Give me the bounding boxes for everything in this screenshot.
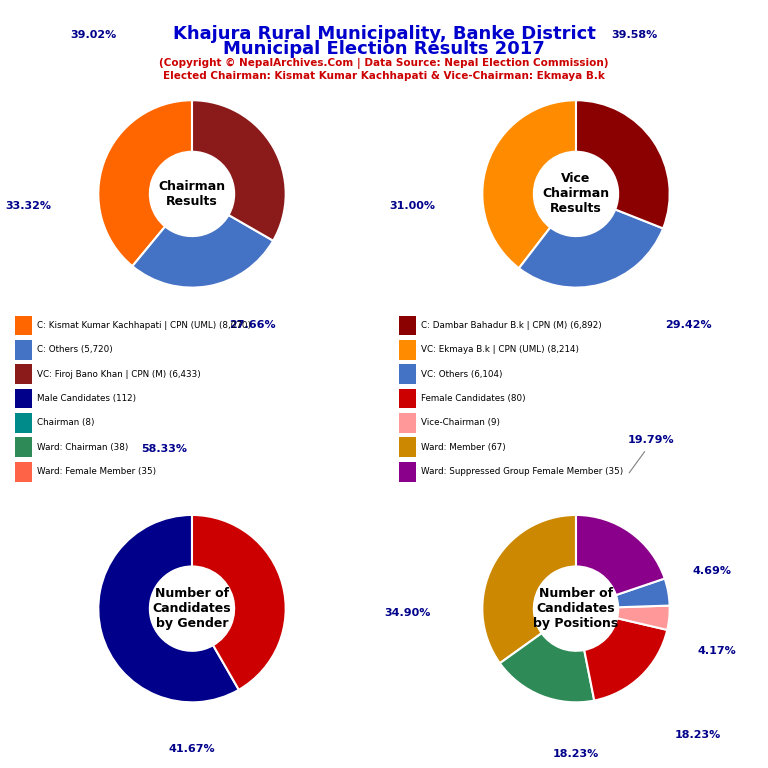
Wedge shape bbox=[98, 101, 192, 266]
Text: 18.23%: 18.23% bbox=[674, 730, 721, 740]
Bar bbox=[399, 389, 416, 409]
Text: 39.58%: 39.58% bbox=[611, 30, 657, 40]
Text: Municipal Election Results 2017: Municipal Election Results 2017 bbox=[223, 40, 545, 58]
Bar bbox=[15, 438, 32, 457]
Wedge shape bbox=[482, 101, 576, 268]
Bar bbox=[15, 462, 32, 482]
Wedge shape bbox=[192, 515, 286, 690]
Text: VC: Firoj Bano Khan | CPN (M) (6,433): VC: Firoj Bano Khan | CPN (M) (6,433) bbox=[37, 369, 200, 379]
Text: (Copyright © NepalArchives.Com | Data Source: Nepal Election Commission): (Copyright © NepalArchives.Com | Data So… bbox=[159, 58, 609, 69]
Text: Female Candidates (80): Female Candidates (80) bbox=[421, 394, 525, 403]
Bar bbox=[399, 462, 416, 482]
Text: Chairman
Results: Chairman Results bbox=[158, 180, 226, 208]
Text: 31.00%: 31.00% bbox=[389, 200, 435, 210]
Text: Ward: Member (67): Ward: Member (67) bbox=[421, 443, 505, 452]
Text: Male Candidates (112): Male Candidates (112) bbox=[37, 394, 136, 403]
Text: Vice-Chairman (9): Vice-Chairman (9) bbox=[421, 419, 500, 428]
Text: VC: Ekmaya B.k | CPN (UML) (8,214): VC: Ekmaya B.k | CPN (UML) (8,214) bbox=[421, 346, 579, 354]
Text: Number of
Candidates
by Gender: Number of Candidates by Gender bbox=[153, 588, 231, 630]
Text: 29.42%: 29.42% bbox=[665, 320, 712, 330]
Wedge shape bbox=[584, 618, 667, 700]
Text: Chairman (8): Chairman (8) bbox=[37, 419, 94, 428]
Text: Khajura Rural Municipality, Banke District: Khajura Rural Municipality, Banke Distri… bbox=[173, 25, 595, 42]
Text: Elected Chairman: Kismat Kumar Kachhapati & Vice-Chairman: Ekmaya B.k: Elected Chairman: Kismat Kumar Kachhapat… bbox=[163, 71, 605, 81]
Wedge shape bbox=[576, 515, 665, 595]
Bar bbox=[15, 364, 32, 384]
Text: 39.02%: 39.02% bbox=[71, 30, 117, 40]
Text: Vice
Chairman
Results: Vice Chairman Results bbox=[542, 173, 610, 215]
Wedge shape bbox=[482, 515, 576, 664]
Text: C: Kismat Kumar Kachhapati | CPN (UML) (8,070): C: Kismat Kumar Kachhapati | CPN (UML) (… bbox=[37, 321, 251, 330]
Wedge shape bbox=[192, 101, 286, 240]
Text: 27.66%: 27.66% bbox=[230, 320, 276, 330]
Bar bbox=[399, 438, 416, 457]
Bar bbox=[15, 413, 32, 433]
Text: 33.32%: 33.32% bbox=[5, 200, 51, 210]
Wedge shape bbox=[132, 215, 273, 287]
Wedge shape bbox=[616, 578, 670, 607]
Bar bbox=[399, 413, 416, 433]
Text: 41.67%: 41.67% bbox=[169, 744, 215, 754]
Wedge shape bbox=[500, 633, 594, 702]
Bar bbox=[15, 316, 32, 336]
Text: 19.79%: 19.79% bbox=[627, 435, 674, 445]
Text: VC: Others (6,104): VC: Others (6,104) bbox=[421, 369, 502, 379]
Text: 4.17%: 4.17% bbox=[697, 646, 736, 656]
Text: Ward: Chairman (38): Ward: Chairman (38) bbox=[37, 443, 128, 452]
Wedge shape bbox=[98, 515, 239, 702]
Text: Ward: Suppressed Group Female Member (35): Ward: Suppressed Group Female Member (35… bbox=[421, 467, 623, 476]
Bar bbox=[15, 389, 32, 409]
Bar bbox=[399, 316, 416, 336]
Wedge shape bbox=[576, 101, 670, 228]
Text: Ward: Female Member (35): Ward: Female Member (35) bbox=[37, 467, 156, 476]
Text: C: Others (5,720): C: Others (5,720) bbox=[37, 346, 113, 354]
Text: 18.23%: 18.23% bbox=[553, 749, 599, 759]
Bar bbox=[399, 364, 416, 384]
Text: 34.90%: 34.90% bbox=[384, 608, 431, 618]
Wedge shape bbox=[617, 605, 670, 630]
Text: 58.33%: 58.33% bbox=[141, 445, 187, 455]
Bar bbox=[399, 340, 416, 359]
Text: 4.69%: 4.69% bbox=[693, 566, 731, 576]
Text: Number of
Candidates
by Positions: Number of Candidates by Positions bbox=[533, 588, 619, 630]
Text: C: Dambar Bahadur B.k | CPN (M) (6,892): C: Dambar Bahadur B.k | CPN (M) (6,892) bbox=[421, 321, 601, 330]
Wedge shape bbox=[519, 210, 663, 287]
Bar bbox=[15, 340, 32, 359]
